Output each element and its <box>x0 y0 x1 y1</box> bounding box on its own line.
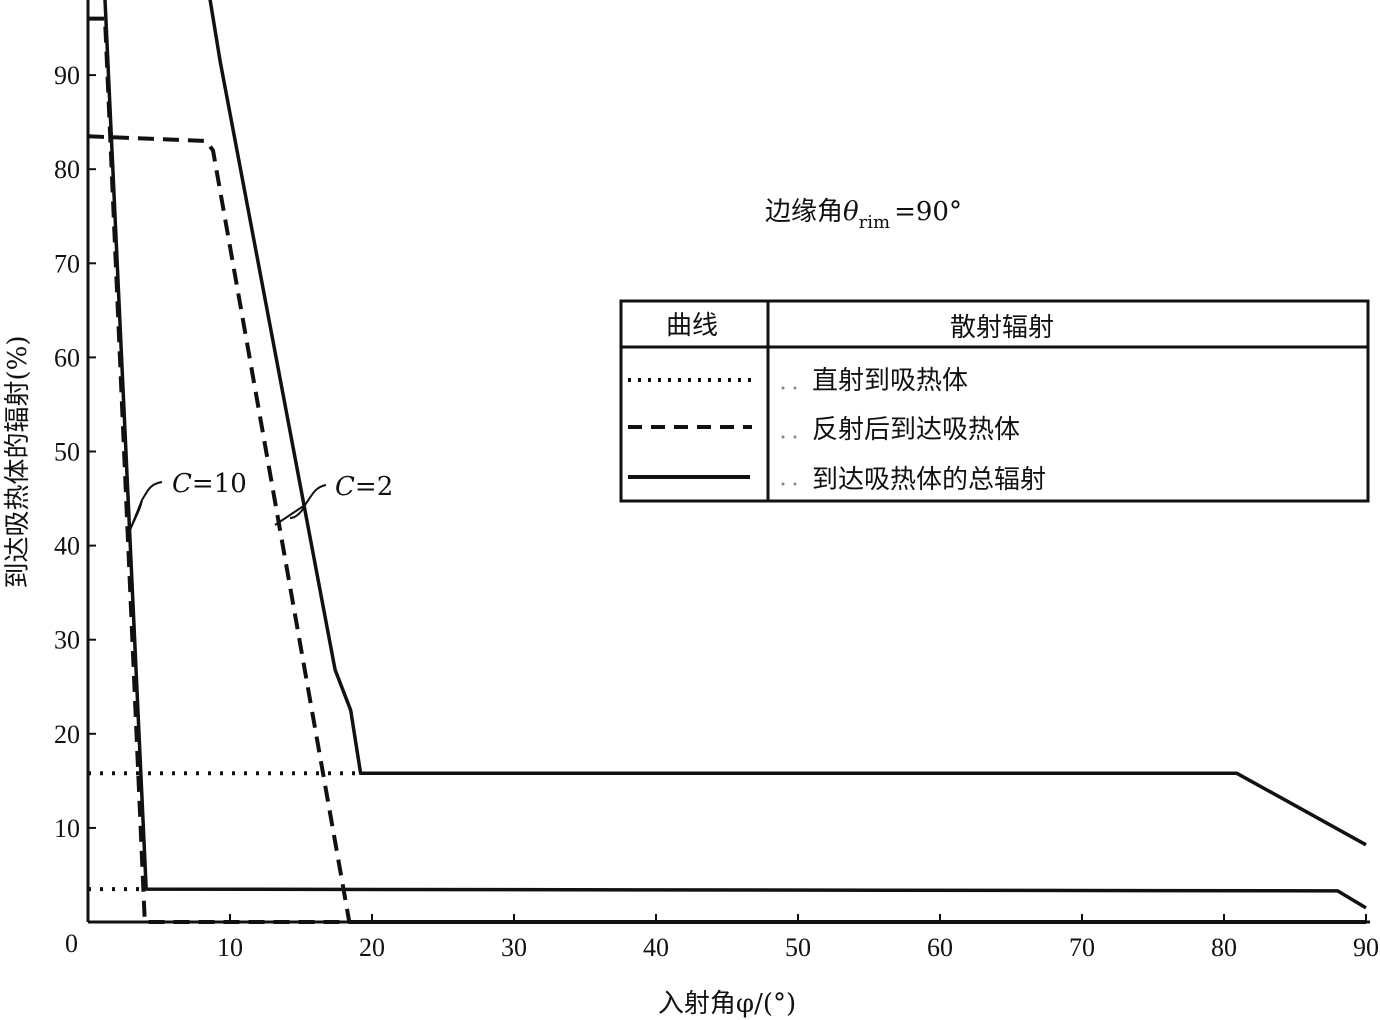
series-C2-dashed <box>87 134 1366 924</box>
x-tick-label: 20 <box>359 933 385 962</box>
svg-text:C=10: C=10 <box>172 469 247 499</box>
y-tick-label: 20 <box>54 720 80 749</box>
legend-box <box>619 299 1370 503</box>
curve-label-c10: C=10 <box>129 469 247 531</box>
annotation-rim-angle: 边缘角θrim =90° <box>765 197 962 233</box>
series-C10-dashed <box>88 16 1366 924</box>
series-C2-solid <box>208 0 1367 847</box>
legend: 曲线 散射辐射 直射到吸热体 反射后到达吸热体 到达吸热体的总辐射 <box>619 299 1370 503</box>
y-tick-label: 50 <box>54 438 80 467</box>
c2-pointer <box>274 484 327 526</box>
y-axis-label: 到达吸热体的辐射(%) <box>3 336 33 589</box>
x-tick-label: 80 <box>1211 933 1237 962</box>
legend-label-reflected: 反射后到达吸热体 <box>812 415 1020 445</box>
legend-header-name: 散射辐射 <box>950 313 1054 343</box>
y-tick-label: 40 <box>54 532 80 561</box>
x-tick-label: 60 <box>927 933 953 962</box>
x-axis-label: 入射角φ/(°) <box>658 989 796 1019</box>
y-tick-label: 70 <box>54 249 80 278</box>
x-tick-label: 30 <box>501 933 527 962</box>
y-tick-label: 90 <box>54 61 80 90</box>
series-C10-solid <box>103 0 1367 910</box>
series-group <box>87 0 1367 924</box>
curve-label-c2: C=2 <box>274 472 393 526</box>
legend-label-total: 到达吸热体的总辐射 <box>812 465 1046 495</box>
c10-pointer <box>129 481 163 531</box>
y-tick-label: 60 <box>54 343 80 372</box>
y-tick-label: 80 <box>54 155 80 184</box>
y-tick-label: 30 <box>54 626 80 655</box>
legend-label-direct: 直射到吸热体 <box>812 366 968 396</box>
y-tick-label: 10 <box>54 814 80 843</box>
x-tick-label: 40 <box>643 933 669 962</box>
x-tick-label: 10 <box>217 933 243 962</box>
svg-text:C=2: C=2 <box>335 472 393 502</box>
legend-header-curve: 曲线 <box>666 311 718 341</box>
x-tick-label: 70 <box>1069 933 1095 962</box>
x-tick-label: 90 <box>1353 933 1379 962</box>
x-tick-label: 50 <box>785 933 811 962</box>
origin-label: 0 <box>65 929 78 958</box>
